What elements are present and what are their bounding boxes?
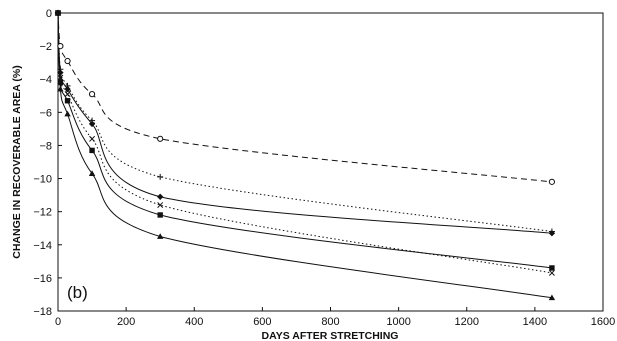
series-6-point-6: [548, 294, 556, 301]
x-tick-label: 400: [185, 316, 203, 328]
series-5-point-5: [157, 212, 163, 218]
series-4-point-5: [157, 202, 164, 208]
y-tick-label: −10: [33, 174, 52, 186]
series-line-2: [57, 12, 552, 233]
series-line-6: [57, 12, 552, 299]
y-tick-label: −16: [33, 273, 52, 285]
x-tick-label: 200: [117, 316, 135, 328]
series-1-point-6: [548, 178, 556, 185]
series-4-point-4: [89, 135, 96, 142]
y-tick-label: 0: [46, 8, 52, 20]
series-6-point-1: [54, 9, 62, 16]
series-6-point-4: [88, 170, 96, 176]
y-tick-label: −8: [39, 140, 52, 152]
y-tick-label: −6: [39, 107, 52, 119]
series-4-point-6: [548, 269, 555, 276]
series-lines: [57, 12, 552, 299]
series-line-5: [57, 12, 552, 269]
series-5-point-4: [89, 147, 95, 154]
series-3-point-2: [57, 69, 64, 76]
series-1-point-3: [64, 57, 71, 65]
series-3-point-6: [548, 229, 556, 237]
series-markers: [54, 9, 556, 301]
x-tick-label: 1000: [386, 316, 410, 328]
series-3-point-5: [156, 193, 164, 200]
series-2-point-5: [157, 173, 164, 180]
y-axis-ticks: 0 −2 −4 −6 −8 −10 −12 −14 −16 −18: [33, 8, 62, 318]
series-5-point-2: [57, 79, 64, 86]
y-tick-label: −18: [33, 306, 52, 318]
series-line-1: [57, 12, 552, 183]
y-axis-title: CHANGE IN RECOVERABLE AREA (%): [11, 65, 23, 258]
x-axis-ticks: 0 200 400 600 800 1000 1200 1400 1600: [55, 307, 615, 328]
y-tick-label: −4: [39, 74, 52, 86]
series-3-point-4: [88, 120, 96, 128]
x-tick-label: 600: [253, 316, 271, 328]
series-5-point-3: [64, 98, 71, 104]
y-tick-label: −14: [33, 240, 52, 252]
x-axis-title: DAYS AFTER STRETCHING: [262, 330, 399, 341]
series-6-point-2: [57, 85, 64, 92]
series-line-4: [57, 12, 552, 274]
series-4-point-2: [57, 74, 64, 81]
panel-label: (b): [67, 283, 88, 302]
series-4-point-3: [64, 91, 71, 98]
y-tick-label: −12: [33, 207, 52, 219]
x-tick-label: 1400: [523, 316, 547, 328]
series-6-point-3: [64, 110, 71, 117]
series-6-point-5: [156, 233, 164, 239]
x-tick-label: 1200: [455, 316, 479, 328]
x-tick-label: 800: [321, 316, 339, 328]
series-1-point-4: [88, 91, 96, 98]
series-5-point-6: [549, 265, 555, 271]
series-1-point-5: [157, 135, 164, 142]
x-tick-label: 1600: [591, 316, 615, 328]
series-1-point-2: [57, 43, 64, 50]
series-3-point-3: [64, 85, 71, 93]
y-tick-label: −2: [39, 41, 52, 53]
x-tick-label: 0: [55, 316, 61, 328]
